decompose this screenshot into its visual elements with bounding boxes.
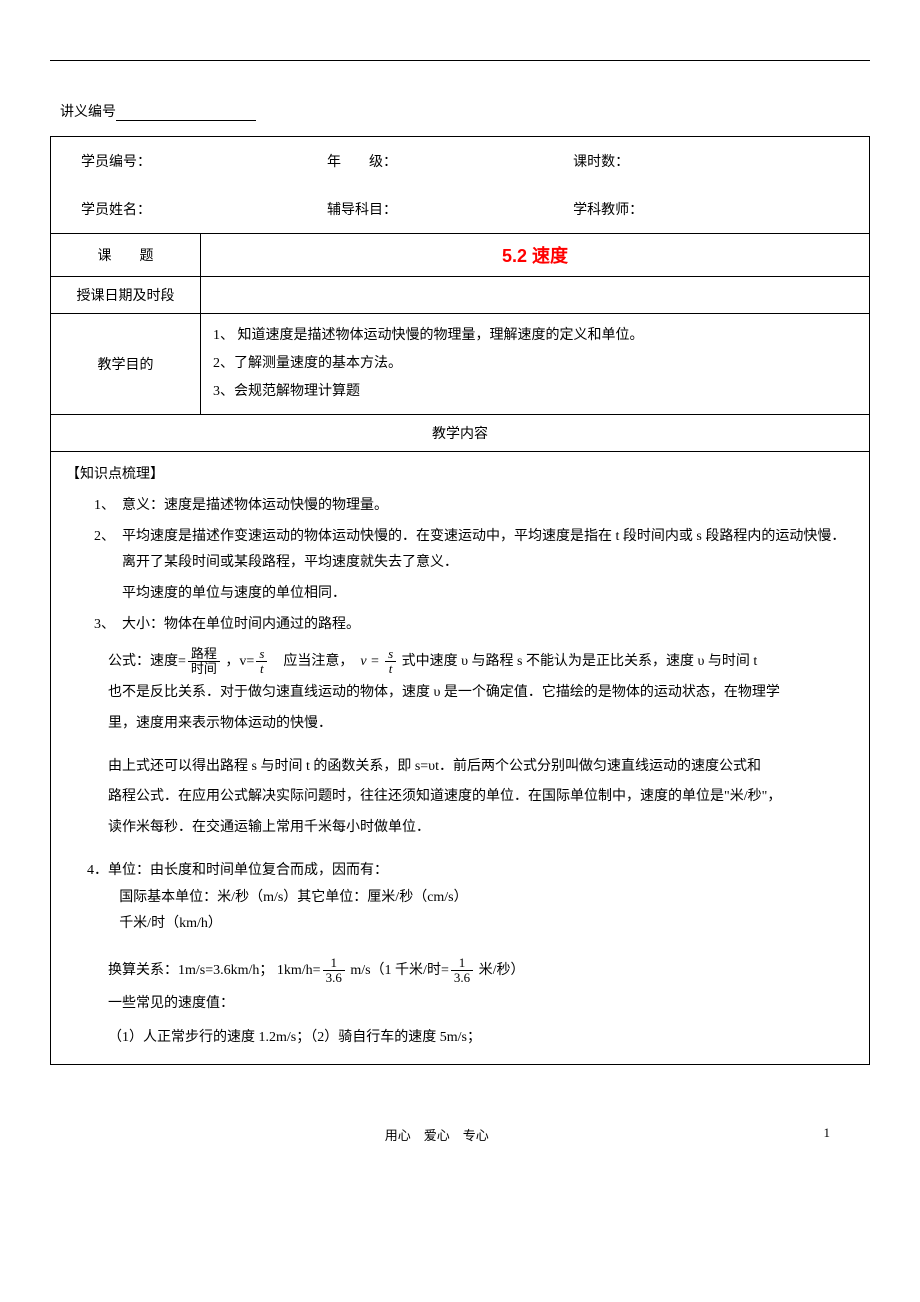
objective-3: 3、会规范解物理计算题 — [213, 378, 857, 406]
info-row-1: 学员编号： 年 级： 课时数： — [51, 137, 870, 186]
conversion-line: 换算关系：1m/s=3.6km/h； 1km/h=13.6 m/s（1 千米/时… — [108, 954, 854, 988]
conv-mid: m/s（1 千米/时= — [347, 963, 449, 978]
objectives-cell: 1、 知道速度是描述物体运动快慢的物理量，理解速度的定义和单位。 2、了解测量速… — [201, 314, 870, 415]
unit-block: 4．单位：由长度和时间单位复合而成，因而有： 国际基本单位：米/秒（m/s）其它… — [87, 858, 854, 938]
derive-block: 由上式还可以得出路程 s 与时间 t 的函数关系，即 s=υt．前后两个公式分别… — [108, 752, 854, 844]
conv-prefix: 换算关系：1m/s=3.6km/h； 1km/h= — [108, 963, 321, 978]
formula-tail: 式中速度 υ 与路程 s 不能认为是正比关系，速度 υ 与时间 t — [398, 654, 757, 669]
date-value — [201, 277, 870, 314]
student-id-label: 学员编号： — [81, 151, 324, 171]
derive-1: 由上式还可以得出路程 s 与时间 t 的函数关系，即 s=υt．前后两个公式分别… — [108, 759, 761, 774]
formula-veq: v = — [360, 654, 379, 669]
info-row-2: 学员姓名： 辅导科目： 学科教师： — [51, 185, 870, 234]
point-3: 3、 大小：物体在单位时间内通过的路程。 — [94, 612, 854, 637]
lesson-table: 学员编号： 年 级： 课时数： 学员姓名： 辅导科目： 学科教师： 课 题 5.… — [50, 136, 870, 452]
student-name-label: 学员姓名： — [81, 199, 324, 219]
formula-mid2: 应当注意， — [269, 654, 360, 669]
formula-line3: 里，速度用来表示物体运动的快慢． — [108, 716, 332, 731]
conv-frac-2: 13.6 — [451, 956, 473, 986]
fraction-3: st — [385, 647, 396, 677]
derive-3: 读作米每秒．在交通运输上常用千米每小时做单位． — [108, 820, 430, 835]
lecture-number-row: 讲义编号 — [60, 101, 870, 121]
content-header: 教学内容 — [51, 415, 870, 452]
teacher-label: 学科教师： — [573, 199, 816, 219]
page-footer: 用心 爱心 专心 1 — [50, 1125, 870, 1144]
point-2-sub: 平均速度的单位与速度的单位相同． — [122, 581, 854, 606]
formula-block: 公式：速度=路程时间 ，v=st 应当注意， v = st 式中速度 υ 与路程… — [108, 647, 854, 739]
objective-1: 1、 知道速度是描述物体运动快慢的物理量，理解速度的定义和单位。 — [213, 322, 857, 350]
fraction-2: st — [256, 647, 267, 677]
formula-line2: 也不是反比关系．对于做匀速直线运动的物体，速度 υ 是一个确定值．它描绘的是物体… — [108, 685, 780, 700]
unit-3: 千米/时（km/h） — [119, 911, 854, 938]
date-label: 授课日期及时段 — [51, 277, 201, 314]
page-number: 1 — [824, 1125, 831, 1141]
grade-label: 年 级： — [327, 151, 570, 171]
conversion-block: 换算关系：1m/s=3.6km/h； 1km/h=13.6 m/s（1 千米/时… — [108, 954, 854, 1055]
lecture-number-label: 讲义编号 — [60, 105, 116, 120]
objective-2: 2、了解测量速度的基本方法。 — [213, 350, 857, 378]
derive-2: 路程公式．在应用公式解决实际问题时，往往还须知道速度的单位．在国际单位制中，速度… — [108, 789, 781, 804]
conv-tail: 米/秒） — [475, 963, 524, 978]
lecture-number-blank — [116, 120, 256, 121]
knowledge-heading: 【知识点梳理】 — [66, 462, 854, 487]
fraction-1: 路程时间 — [188, 647, 220, 677]
formula-mid1: ，v= — [222, 654, 254, 669]
objective-label: 教学目的 — [51, 314, 201, 415]
common-head: 一些常见的速度值： — [108, 987, 854, 1021]
subject-label: 辅导科目： — [327, 199, 570, 219]
unit-2: 国际基本单位：米/秒（m/s）其它单位：厘米/秒（cm/s） — [119, 885, 854, 912]
hours-label: 课时数： — [573, 151, 816, 171]
point-1: 1、 意义：速度是描述物体运动快慢的物理量。 — [94, 493, 854, 518]
topic-value: 5.2 速度 — [201, 234, 870, 277]
unit-1: 4．单位：由长度和时间单位复合而成，因而有： — [87, 858, 854, 885]
footer-motto: 用心 爱心 专心 — [385, 1128, 489, 1143]
content-body: 【知识点梳理】 1、 意义：速度是描述物体运动快慢的物理量。 2、 平均速度是描… — [50, 452, 870, 1065]
formula-prefix: 公式：速度= — [108, 654, 186, 669]
point-2: 2、 平均速度是描述作变速运动的物体运动快慢的．在变速运动中，平均速度是指在 t… — [94, 524, 854, 574]
conv-frac-1: 13.6 — [323, 956, 345, 986]
topic-label: 课 题 — [51, 234, 201, 277]
common-1: （1）人正常步行的速度 1.2m/s；（2）骑自行车的速度 5m/s； — [108, 1021, 854, 1055]
top-divider — [50, 60, 870, 61]
